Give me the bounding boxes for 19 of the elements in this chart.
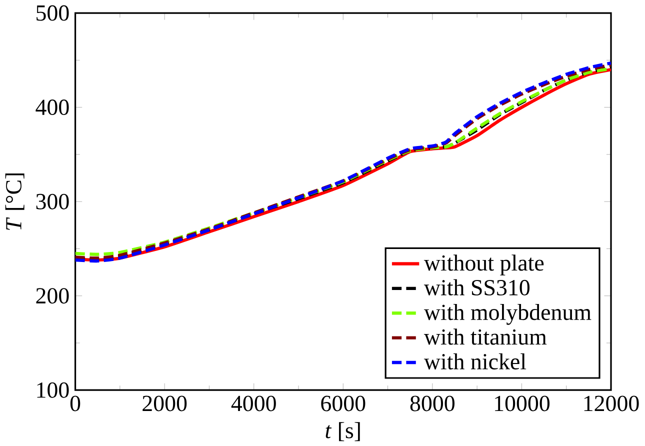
x-tick-label: 12000	[584, 396, 639, 411]
x-tick-label: 10000	[495, 396, 550, 411]
legend-label: with nickel	[424, 353, 526, 370]
legend-label: with titanium	[424, 328, 547, 345]
y-axis-title: T [°C]	[5, 173, 24, 230]
legend-label: with molybdenum	[424, 304, 592, 325]
y-tick-label: 200	[36, 288, 69, 304]
y-tick-label: 100	[37, 382, 69, 398]
x-axis-title: t [s]	[326, 422, 360, 441]
legend-label: with SS310	[424, 279, 530, 296]
y-tick-label: 300	[36, 194, 69, 210]
x-tick-label: 4000	[231, 396, 276, 411]
x-tick-label: 8000	[410, 396, 454, 411]
x-tick-label: 2000	[142, 396, 187, 411]
x-tick-label: 6000	[321, 396, 366, 411]
y-tick-label: 500	[36, 5, 69, 21]
x-tick-label: 0	[70, 396, 80, 411]
legend-label: without plate	[424, 254, 544, 276]
y-tick-label: 400	[36, 99, 69, 115]
